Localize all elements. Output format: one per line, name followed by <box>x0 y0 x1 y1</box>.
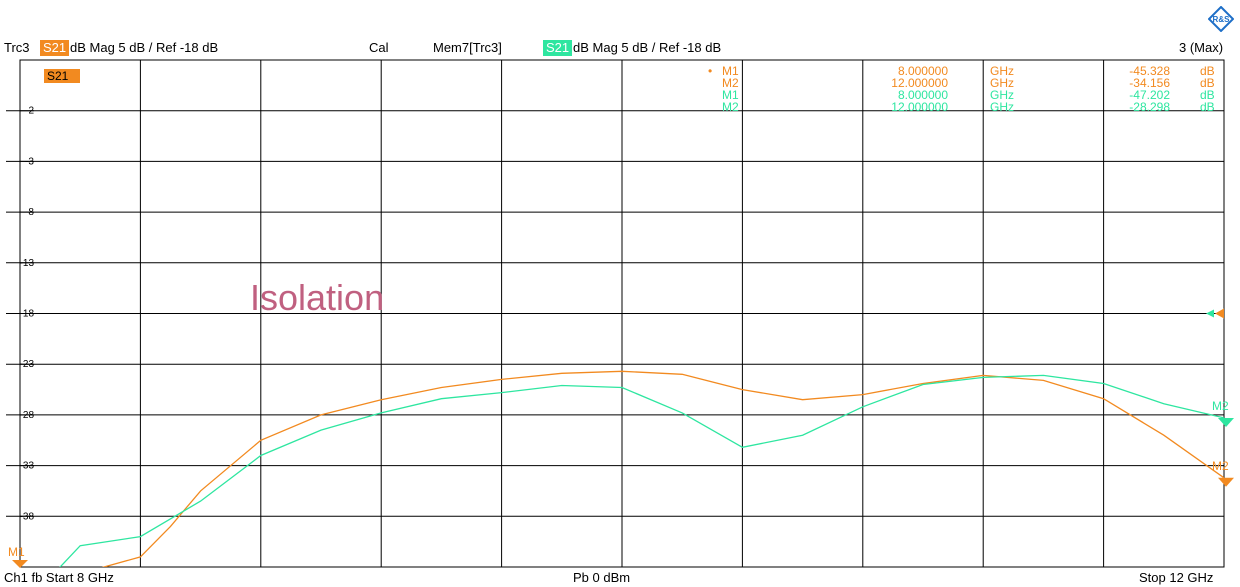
marker-table-value: -28.298 <box>1129 100 1170 114</box>
channel-stop[interactable]: Stop 12 GHz <box>1139 568 1213 587</box>
marker-table-name: M2 <box>722 100 739 114</box>
marker-table-vunit: dB <box>1200 100 1215 114</box>
channel-footer: Ch1 fb Start 8 GHz Pb 0 dBm Stop 12 GHz <box>0 568 1240 587</box>
y-tick-label: 2 <box>28 106 34 117</box>
marker-m2-memory-triangle <box>1218 418 1234 427</box>
isolation-annotation: Isolation <box>250 277 384 318</box>
power-level[interactable]: Pb 0 dBm <box>573 568 630 587</box>
marker-m2-trace-label: M2 <box>1212 459 1229 473</box>
y-tick-label: -33 <box>20 461 35 472</box>
y-tick-label: -3 <box>25 156 34 167</box>
ref-arrow-memory <box>1206 310 1214 318</box>
y-tick-label: -18 <box>20 309 35 320</box>
marker-m2-trace-triangle <box>1218 478 1234 487</box>
ref-arrow-trace <box>1215 309 1224 319</box>
marker-table-unit: GHz <box>990 100 1014 114</box>
y-tick-label: -8 <box>25 207 34 218</box>
marker-m1-label: M1 <box>8 545 25 559</box>
y-tick-label: -38 <box>20 511 35 522</box>
y-tick-label: -23 <box>20 359 35 370</box>
y-tick-label: -28 <box>20 410 35 421</box>
param-label: S21 <box>47 69 69 83</box>
plot-area[interactable]: 2 -3 -8 -13 -18 -23 -28 -33 -38 S21 Isolation M1 M2 M… <box>0 0 1240 568</box>
marker-table-freq: 12.000000 <box>891 100 948 114</box>
marker-table-bullet: • <box>708 64 712 78</box>
channel-start[interactable]: Ch1 fb Start 8 GHz <box>4 568 114 587</box>
y-tick-label: -13 <box>20 258 35 269</box>
marker-m2-memory-label: M2 <box>1212 399 1229 413</box>
